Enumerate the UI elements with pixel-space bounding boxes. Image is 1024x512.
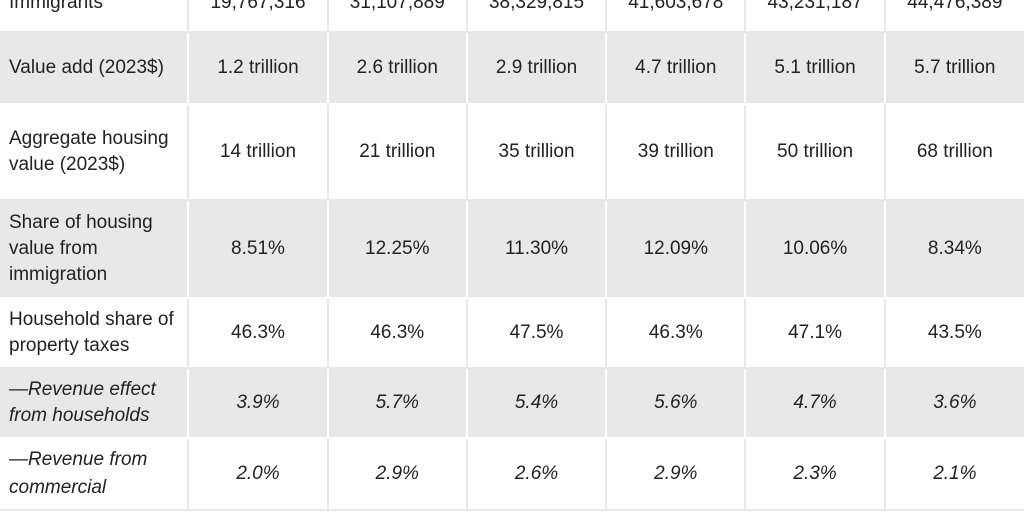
table-cell: 2.9 trillion	[466, 32, 608, 105]
table-cell: 35 trillion	[466, 104, 608, 201]
table-cell: 50 trillion	[745, 104, 886, 201]
table-cell: 47.1%	[745, 298, 886, 369]
table-cell: 38,329,815	[466, 0, 608, 33]
table-row-revenue-effect-households: —Revenue effect from households 3.9% 5.7…	[0, 368, 1024, 439]
table-cell: 47.5%	[466, 298, 608, 369]
table-cell: 3.9%	[188, 368, 329, 439]
table-cell: 2.6 trillion	[327, 32, 468, 105]
table-row-immigrants: Immigrants 19,767,316 31,107,889 38,329,…	[0, 0, 1024, 33]
table-cell: 5.6%	[606, 368, 747, 439]
table-row-aggregate-housing-value: Aggregate housing value (2023$) 14 trill…	[0, 104, 1024, 201]
table-cell: 2.3%	[745, 438, 886, 511]
table-cell: 1.2 trillion	[188, 32, 329, 105]
table-cell: 43,231,187	[745, 0, 886, 33]
table-cell: 46.3%	[606, 298, 747, 369]
table-cell: 12.25%	[327, 200, 468, 299]
table-cell: 3.6%	[884, 368, 1024, 439]
row-label: Value add (2023$)	[0, 32, 190, 105]
table-cell: 5.1 trillion	[745, 32, 886, 105]
table-cell: 31,107,889	[327, 0, 468, 33]
row-label: Aggregate housing value (2023$)	[0, 104, 190, 201]
table-cell: 11.30%	[466, 200, 608, 299]
row-label: —Revenue from commercial	[0, 438, 190, 511]
table-row-revenue-commercial: —Revenue from commercial 2.0% 2.9% 2.6% …	[0, 438, 1024, 511]
table-cell: 4.7 trillion	[606, 32, 747, 105]
table-cell: 2.0%	[188, 438, 329, 511]
table-cell: 5.7%	[327, 368, 468, 439]
row-label: Household share of property taxes	[0, 298, 190, 369]
table-cell: 2.9%	[606, 438, 747, 511]
table-cell: 21 trillion	[327, 104, 468, 201]
table-cell: 41,603,678	[606, 0, 747, 33]
table-cell: 2.9%	[327, 438, 468, 511]
row-label: —Revenue effect from households	[0, 368, 190, 439]
row-label: Share of housing value from immigration	[0, 200, 190, 299]
table-cell: 5.4%	[466, 368, 608, 439]
table-cell: 43.5%	[884, 298, 1024, 369]
table-cell: 10.06%	[745, 200, 886, 299]
table-row-value-add: Value add (2023$) 1.2 trillion 2.6 trill…	[0, 32, 1024, 105]
row-label: Immigrants	[0, 0, 190, 33]
table-cell: 8.34%	[884, 200, 1024, 299]
table-cell: 39 trillion	[606, 104, 747, 201]
table-cell: 19,767,316	[188, 0, 329, 33]
table-cell: 2.6%	[466, 438, 608, 511]
table-cell: 46.3%	[188, 298, 329, 369]
table-cell: 44,476,389	[884, 0, 1024, 33]
table-row-household-share-property-taxes: Household share of property taxes 46.3% …	[0, 298, 1024, 369]
table-cell: 14 trillion	[188, 104, 329, 201]
table-cell: 2.1%	[884, 438, 1024, 511]
table-cell: 68 trillion	[884, 104, 1024, 201]
table-cell: 4.7%	[745, 368, 886, 439]
table-cell: 8.51%	[188, 200, 329, 299]
table-cell: 12.09%	[606, 200, 747, 299]
table-cell: 5.7 trillion	[884, 32, 1024, 105]
table-cell: 46.3%	[327, 298, 468, 369]
table-row-share-housing-value: Share of housing value from immigration …	[0, 200, 1024, 299]
